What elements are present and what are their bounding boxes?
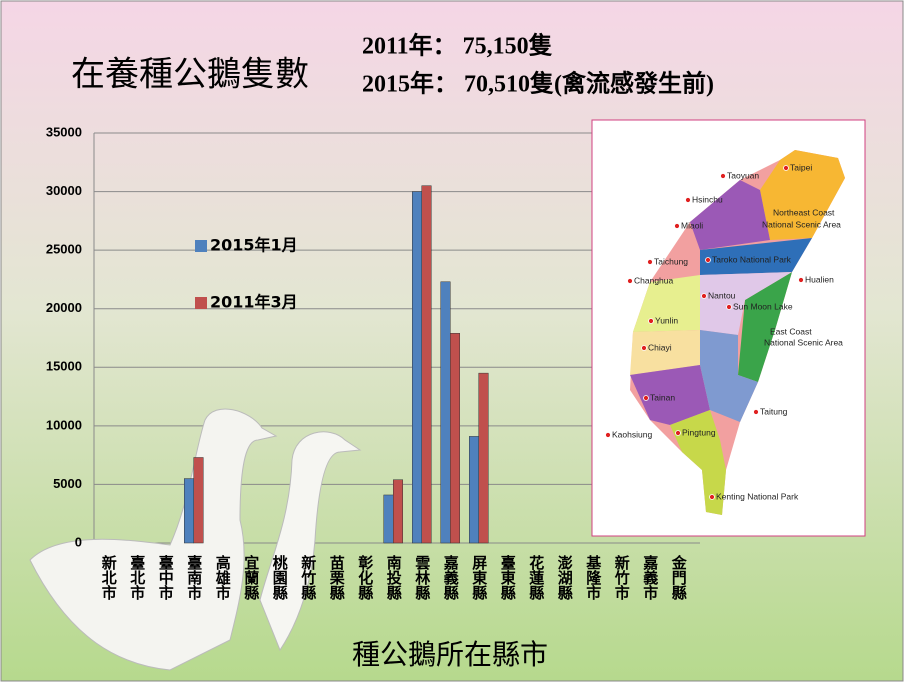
x-tick-label: 新北市 xyxy=(100,554,118,601)
bar xyxy=(194,457,204,543)
map-label: Kaohsiung xyxy=(612,429,652,439)
map-dot xyxy=(642,346,647,351)
map-label: Tainan xyxy=(650,392,675,402)
x-tick-label: 新竹市 xyxy=(613,554,631,601)
legend-swatch xyxy=(195,240,207,252)
y-tick-label: 25000 xyxy=(46,242,82,257)
slide: Taipei Taoyuan Hsinchu Miaoli Northeast Coas… xyxy=(0,0,904,682)
chart-title: 在養種公鵝隻數 xyxy=(71,55,309,95)
x-tick-label: 嘉義縣 xyxy=(442,554,460,601)
subtitle: 2011年： 75,150隻 xyxy=(362,32,553,60)
map-label: Miaoli xyxy=(681,220,703,230)
map-label: Nantou xyxy=(708,290,736,300)
bar xyxy=(479,373,489,543)
x-tick-label: 屏東縣 xyxy=(470,555,488,601)
x-tick-label: 臺東縣 xyxy=(499,554,517,601)
map-dot xyxy=(628,279,633,284)
map-dot xyxy=(721,174,726,179)
y-tick-label: 10000 xyxy=(46,417,82,432)
map-dot xyxy=(648,260,653,265)
y-tick-label: 20000 xyxy=(46,300,82,315)
x-tick-label: 花蓮縣 xyxy=(527,554,545,601)
map-label: Northeast Coast xyxy=(773,207,835,217)
x-tick-label: 臺北市 xyxy=(128,554,146,601)
map-dot xyxy=(644,396,649,401)
map-dot xyxy=(754,410,759,415)
bar xyxy=(384,495,394,543)
map-label: Yunlin xyxy=(655,315,678,325)
x-tick-label: 高雄市 xyxy=(214,554,232,601)
map-label: Taitung xyxy=(760,406,788,416)
map-label: National Scenic Area xyxy=(762,219,841,229)
map-dot xyxy=(799,278,804,283)
map-label: Taoyuan xyxy=(727,170,759,180)
x-tick-label: 臺南市 xyxy=(185,554,203,601)
map-dot xyxy=(606,433,611,438)
x-tick-label: 苗栗縣 xyxy=(328,554,346,601)
bar xyxy=(184,479,194,543)
map-label: Hualien xyxy=(805,274,834,284)
map-dot xyxy=(675,224,680,229)
map-label: Kenting National Park xyxy=(716,491,799,501)
bar xyxy=(441,282,451,543)
legend-label: 2011年3月 xyxy=(210,293,298,312)
x-tick-label: 宜蘭縣 xyxy=(242,554,260,601)
map-label: National Scenic Area xyxy=(764,337,843,347)
map-dot xyxy=(702,294,707,299)
map-dot xyxy=(784,166,789,171)
bar xyxy=(469,436,479,543)
x-tick-label: 彰化縣 xyxy=(356,554,374,601)
x-tick-label: 新竹縣 xyxy=(299,554,317,601)
map-label: Changhua xyxy=(634,275,674,285)
map-label: Hsinchu xyxy=(692,194,723,204)
bar xyxy=(393,480,403,543)
x-tick-label: 雲林縣 xyxy=(413,555,431,601)
map-label: Chiayi xyxy=(648,342,672,352)
y-tick-label: 30000 xyxy=(46,183,82,198)
map-dot xyxy=(649,319,654,324)
legend-swatch xyxy=(195,297,207,309)
x-tick-label: 澎湖縣 xyxy=(556,554,574,601)
bar xyxy=(450,333,460,543)
subtitle: 2015年： 70,510隻(禽流感發生前) xyxy=(362,70,714,98)
map-label: Taichung xyxy=(654,256,688,266)
x-tick-label: 桃園縣 xyxy=(271,554,289,601)
map-dot xyxy=(710,495,715,500)
x-tick-label: 南投縣 xyxy=(385,554,403,601)
map-dot xyxy=(706,258,711,263)
y-tick-label: 0 xyxy=(75,534,82,549)
y-tick-label: 35000 xyxy=(46,124,82,139)
map-dot xyxy=(676,431,681,436)
map-dot xyxy=(727,305,732,310)
map: Taipei Taoyuan Hsinchu Miaoli Northeast Coas… xyxy=(592,120,865,536)
y-tick-label: 15000 xyxy=(46,359,82,374)
x-tick-label: 臺中市 xyxy=(157,554,175,601)
bar xyxy=(412,192,422,543)
map-dot xyxy=(686,198,691,203)
map-label: East Coast xyxy=(770,326,812,336)
map-label: Sun Moon Lake xyxy=(733,301,793,311)
map-label: Pingtung xyxy=(682,427,716,437)
x-axis-label: 種公鵝所在縣市 xyxy=(352,638,548,671)
legend-label: 2015年1月 xyxy=(210,236,298,255)
x-tick-label: 嘉義市 xyxy=(641,554,659,601)
map-label: Taroko National Park xyxy=(712,254,792,264)
x-tick-label: 金門縣 xyxy=(670,554,688,601)
bar xyxy=(422,186,432,543)
y-tick-label: 5000 xyxy=(53,476,82,491)
map-label: Taipei xyxy=(790,162,812,172)
x-tick-label: 基隆市 xyxy=(584,554,602,601)
